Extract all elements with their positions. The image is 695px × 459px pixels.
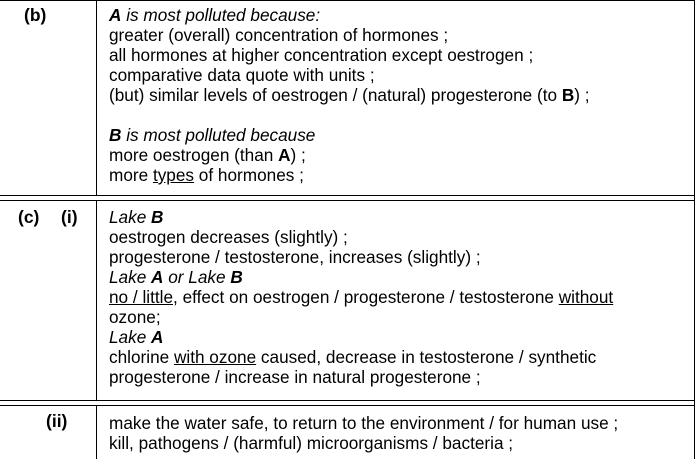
lake-name: A [109, 5, 122, 25]
heading-text: or Lake [163, 267, 231, 287]
answer-line: progesterone / increase in natural proge… [109, 367, 481, 387]
answer-line: chlorine with ozone caused, decrease in … [109, 347, 685, 367]
lake-name: B [109, 125, 122, 145]
answer-text: more oestrogen (than [109, 145, 279, 165]
answer-line: ozone; [109, 307, 161, 327]
answer-text: (but) similar levels of oestrogen / (nat… [109, 85, 562, 105]
question-label-c: (c) [18, 207, 40, 227]
answer-line: Lake B [109, 207, 685, 227]
underlined-text: types [152, 165, 195, 185]
answer-line: Lake A [109, 327, 685, 347]
lake-name: A [151, 327, 164, 347]
answer-line: oestrogen decreases (slightly) ; [109, 227, 348, 247]
lake-name: A [278, 145, 291, 165]
question-label-c-i: (i) [61, 207, 78, 227]
answer-line: (but) similar levels of oestrogen / (nat… [109, 85, 685, 105]
answer-text: , effect on oestrogen / progesterone / t… [173, 287, 559, 307]
heading-text: Lake [109, 267, 152, 287]
lake-name: B [561, 85, 575, 105]
heading-text: Lake [109, 207, 152, 227]
answer-line: B is most polluted because [109, 125, 685, 145]
answer-text: of hormones ; [194, 165, 304, 185]
column-divider-middle [96, 200, 97, 400]
column-divider-bottom [96, 405, 97, 459]
row-divider-ci-cii-inner [0, 405, 695, 406]
heading-text: is most polluted because: [121, 5, 321, 25]
row-divider-ci-cii [0, 400, 695, 401]
answer-text: more [109, 165, 153, 185]
spacer [109, 105, 685, 125]
heading-text: is most polluted because [121, 125, 316, 145]
answer-line: comparative data quote with units ; [109, 65, 375, 85]
answer-block-c-ii: make the water safe, to return to the en… [109, 413, 685, 453]
row-divider-b-c [0, 195, 695, 196]
answer-line: more types of hormones ; [109, 165, 685, 185]
question-label-b: (b) [24, 5, 47, 25]
answer-line: make the water safe, to return to the en… [109, 413, 619, 433]
lake-name: B [151, 207, 164, 227]
answer-line: Lake A or Lake B [109, 267, 685, 287]
answer-text: chlorine [109, 347, 174, 367]
answer-block-b: A is most polluted because: greater (ove… [109, 5, 685, 185]
answer-text: caused, decrease in testosterone / synth… [256, 347, 597, 367]
answer-line: more oestrogen (than A) ; [109, 145, 685, 165]
answer-line: A is most polluted because: [109, 5, 685, 25]
table-top-border [0, 0, 695, 1]
answer-line: greater (overall) concentration of hormo… [109, 25, 449, 45]
underlined-text: with ozone [173, 347, 257, 367]
lake-name: A [151, 267, 164, 287]
answer-line: all hormones at higher concentration exc… [109, 45, 534, 65]
answer-line: progesterone / testosterone, increases (… [109, 247, 481, 267]
answer-block-c-i: Lake B oestrogen decreases (slightly) ; … [109, 207, 685, 387]
answer-text: ) ; [574, 85, 590, 105]
question-label-c-ii: (ii) [46, 411, 68, 431]
heading-text: Lake [109, 327, 152, 347]
row-divider-b-c-inner [0, 200, 695, 201]
answer-text: ) ; [290, 145, 306, 165]
column-divider-top [96, 0, 97, 195]
lake-name: B [230, 267, 243, 287]
underlined-text: without [558, 287, 614, 307]
answer-line: no / little, effect on oestrogen / proge… [109, 287, 685, 307]
answer-line: kill, pathogens / (harmful) microorganis… [109, 433, 514, 453]
underlined-text: no / little [109, 287, 174, 307]
